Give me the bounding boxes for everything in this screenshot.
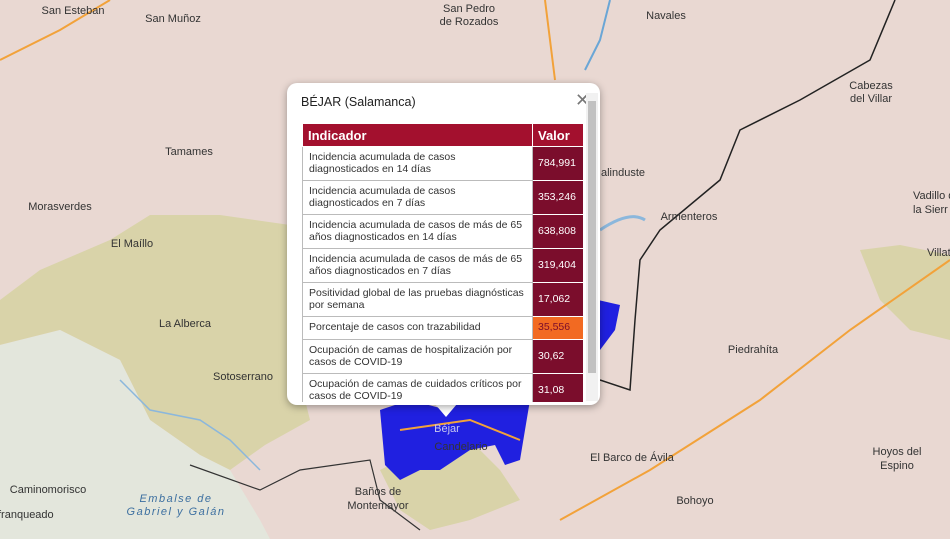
river <box>584 0 611 71</box>
place-label: San Esteban <box>42 5 105 17</box>
indicator-cell: Positividad global de las pruebas diagnó… <box>302 282 533 317</box>
place-label: Navales <box>646 10 686 22</box>
value-cell: 784,991 <box>532 146 584 181</box>
scrollbar-thumb[interactable] <box>588 101 596 373</box>
popup: BÉJAR (Salamanca) ✕ Indicador Valor Inci… <box>287 83 600 405</box>
road <box>399 418 521 441</box>
place-label: Candelario <box>434 441 487 453</box>
table-row: Porcentaje de casos con trazabilidad 35,5… <box>302 316 584 340</box>
place-label: Sotoserrano <box>213 371 273 383</box>
value-cell: 17,062 <box>532 282 584 317</box>
province-border <box>599 0 896 392</box>
place-label: franqueado <box>0 509 54 521</box>
road <box>544 0 556 81</box>
place-label: Caminomorisco <box>10 484 86 496</box>
indicator-cell: Incidencia acumulada de casos de más de … <box>302 214 533 249</box>
table-row: Incidencia acumulada de casos diagnostic… <box>302 180 584 215</box>
indicator-cell: Ocupación de camas de hospitalización po… <box>302 339 533 374</box>
place-label: Espino <box>880 460 914 472</box>
place-label: Vadillo de <box>913 190 950 202</box>
river <box>119 379 261 471</box>
table-row: Incidencia acumulada de casos de más de … <box>302 214 584 249</box>
road <box>559 259 950 521</box>
place-label: Baños de <box>355 486 401 498</box>
selected-municipality <box>380 400 530 480</box>
protected-area <box>0 215 330 470</box>
place-label: Montemayor <box>347 500 408 512</box>
popup-title: BÉJAR (Salamanca) <box>301 95 416 109</box>
indicator-cell: Ocupación de camas de cuidados críticos … <box>302 373 533 402</box>
water-label: Gabriel y Galán <box>127 506 226 518</box>
popup-pointer <box>435 404 457 417</box>
place-label: San Muñoz <box>145 13 201 25</box>
indicator-cell: Incidencia acumulada de casos de más de … <box>302 248 533 283</box>
table-container[interactable]: Indicador Valor Incidencia acumulada de … <box>302 123 584 402</box>
place-label: Béjar <box>434 423 460 435</box>
scrollbar[interactable] <box>586 93 598 401</box>
place-label: Piedrahíta <box>728 344 779 356</box>
column-header: Indicador <box>302 123 533 147</box>
place-label: Tamames <box>165 146 213 158</box>
place-label: alinduste <box>601 167 645 179</box>
table-row: Ocupación de camas de hospitalización po… <box>302 339 584 374</box>
value-cell: 638,808 <box>532 214 584 249</box>
place-label: Bohoyo <box>676 495 713 507</box>
place-label: Cabezas <box>849 80 893 92</box>
place-label: La Alberca <box>159 318 212 330</box>
road <box>0 0 111 61</box>
value-cell: 35,556 <box>532 316 584 340</box>
place-label: de Rozados <box>440 16 499 28</box>
indicator-cell: Porcentaje de casos con trazabilidad <box>302 316 533 340</box>
value-cell: 319,404 <box>532 248 584 283</box>
region-border <box>189 459 421 531</box>
place-label: Hoyos del <box>873 446 922 458</box>
place-label: San Pedro <box>443 3 495 15</box>
table-row: Incidencia acumulada de casos diagnostic… <box>302 146 584 181</box>
indicator-cell: Incidencia acumulada de casos diagnostic… <box>302 180 533 215</box>
indicator-table: Indicador Valor Incidencia acumulada de … <box>302 123 584 402</box>
column-header: Valor <box>532 123 584 147</box>
reservoir <box>599 215 646 232</box>
place-label: Armenteros <box>661 211 718 223</box>
table-row: Ocupación de camas de cuidados críticos … <box>302 373 584 402</box>
table-row: Incidencia acumulada de casos de más de … <box>302 248 584 283</box>
table-row: Positividad global de las pruebas diagnó… <box>302 282 584 317</box>
region-area <box>0 330 270 539</box>
place-label: Morasverdes <box>28 201 92 213</box>
indicator-cell: Incidencia acumulada de casos diagnostic… <box>302 146 533 181</box>
water-label: Embalse de <box>139 493 212 505</box>
place-label: la Sierr <box>913 204 948 216</box>
place-label: del Villar <box>850 93 892 105</box>
selected-municipality <box>598 300 620 350</box>
value-cell: 31,08 <box>532 373 584 402</box>
place-label: El Barco de Ávila <box>590 451 675 464</box>
place-label: Villat <box>927 247 950 259</box>
place-label: El Maíllo <box>111 238 153 250</box>
value-cell: 353,246 <box>532 180 584 215</box>
value-cell: 30,62 <box>532 339 584 374</box>
